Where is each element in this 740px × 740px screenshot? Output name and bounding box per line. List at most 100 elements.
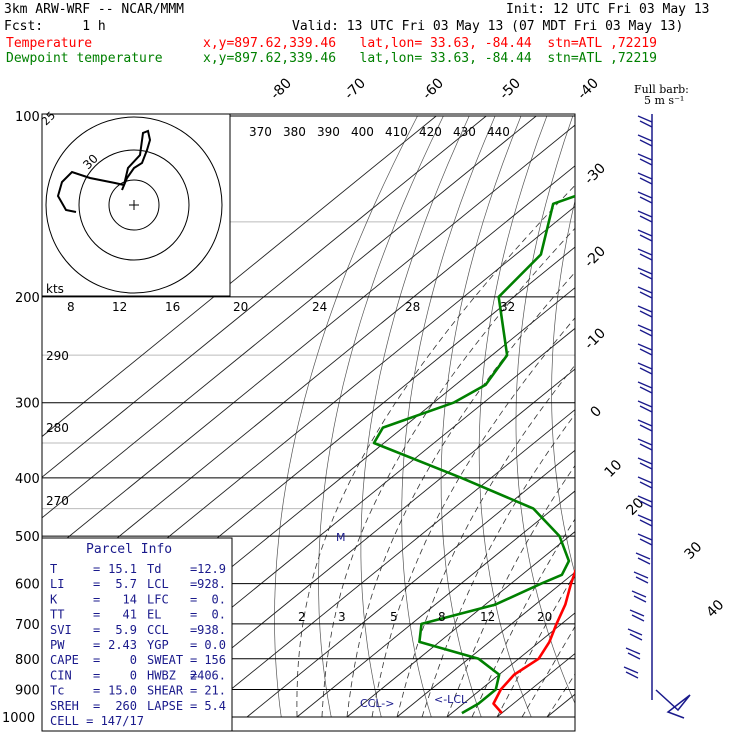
parcel-equals: = — [93, 638, 100, 652]
dewpoint-legend-label: Dewpoint temperature — [6, 51, 163, 66]
parcel-label: Td — [147, 562, 161, 576]
parcel-info-box — [41, 537, 233, 732]
mixing-ratio-label: 12 — [480, 610, 495, 624]
isotherm-label: -70 — [342, 75, 369, 102]
dry-adiabat — [715, 116, 740, 717]
isotherm-label: -80 — [268, 75, 295, 102]
moist-adiabat — [496, 572, 575, 718]
dry-adiabat — [652, 116, 740, 717]
pressure-label-800: 800 — [15, 653, 40, 668]
valid-time: Valid: 13 UTC Fri 03 May 13 (07 MDT Fri … — [292, 19, 684, 34]
wind-barb — [629, 609, 645, 622]
moist-adiabat — [446, 464, 575, 718]
wind-barb — [637, 400, 653, 413]
mixing-ratio-label: 12 — [112, 300, 127, 314]
theta-label: 410 — [385, 125, 408, 139]
parcel-equals: = — [190, 653, 197, 667]
temperature-profile — [492, 568, 575, 714]
isotherm-line — [346, 531, 575, 718]
moist-adiabat — [371, 317, 575, 718]
dewpoint-profile — [372, 194, 575, 715]
temperature-legend-label: Temperature — [6, 36, 93, 51]
dry-adiabat — [360, 115, 470, 718]
parcel-label: SVI — [50, 623, 72, 637]
parcel-equals: = — [93, 592, 100, 606]
moist-adiabat — [321, 227, 575, 718]
parcel-label: SREH — [50, 699, 79, 713]
parcel-equals: = — [93, 699, 100, 713]
isotherm-line — [647, 116, 740, 717]
theta-label: 380 — [283, 125, 306, 139]
moist-adiabat — [346, 271, 575, 718]
theta-label: 370 — [249, 125, 272, 139]
hodograph-speed-unit: kts — [46, 282, 64, 296]
dry-adiabat — [684, 116, 740, 717]
moist-adiabat — [296, 184, 575, 717]
parcel-equals: = — [190, 699, 197, 713]
isotherm-line — [42, 124, 575, 560]
hodograph-ring — [45, 116, 223, 294]
isotherm-label: -40 — [575, 75, 602, 102]
wind-barb — [637, 286, 653, 299]
parcel-equals: = — [93, 577, 100, 591]
wind-barb — [637, 343, 653, 356]
wind-barb — [637, 514, 653, 527]
pressure-label-700: 700 — [15, 618, 40, 633]
hodograph-ring — [108, 179, 160, 231]
parcel-label: YGP — [147, 638, 169, 652]
parcel-value: 260 — [115, 699, 137, 713]
isotherm-line — [42, 115, 487, 478]
parcel-equals: = — [190, 608, 197, 622]
parcel-value: 0 — [130, 653, 137, 667]
mixing-ratio-label: 2 — [298, 610, 306, 624]
hodograph-ring — [78, 149, 190, 261]
parcel-value: 0.0 — [204, 638, 226, 652]
dry-adiabat — [620, 116, 732, 717]
pressure-label-300: 300 — [15, 397, 40, 412]
wind-barb — [637, 153, 653, 166]
wind-barb — [635, 552, 651, 565]
init-time: Init: 12 UTC Fri 03 May 13 — [506, 2, 710, 17]
parcel-value: 0. — [212, 608, 226, 622]
parcel-equals: = — [190, 623, 197, 637]
isotherm-label: 40 — [704, 597, 728, 621]
mixing-ratio-label: 20 — [537, 610, 552, 624]
parcel-value: 938. — [197, 623, 226, 637]
mixing-ratio-label: 16 — [165, 300, 180, 314]
parcel-value: 15.1 — [108, 562, 137, 576]
parcel-value: 2.43 — [108, 638, 137, 652]
parcel-equals: = — [190, 562, 197, 576]
dry-adiabat — [401, 115, 496, 718]
isotherm-label: 0 — [588, 403, 606, 421]
parcel-equals: = — [190, 668, 197, 682]
isotherm-label: -50 — [497, 75, 524, 102]
wind-barb — [637, 381, 653, 394]
parcel-value: 41 — [123, 608, 137, 622]
isotherm-line — [42, 165, 575, 600]
theta-label: 430 — [453, 125, 476, 139]
mixing-ratio-label: 32 — [500, 300, 515, 314]
parcel-equals: = — [93, 653, 100, 667]
barb-header-unit: 5 m s⁻¹ — [644, 94, 684, 107]
parcel-label: CAPE — [50, 653, 79, 667]
parcel-label: LFC — [147, 592, 169, 606]
parcel-equals: = — [190, 684, 197, 698]
wind-barb — [637, 172, 653, 185]
parcel-label: LAPSE — [147, 699, 183, 713]
temperature-location: x,y=897.62,339.46 lat,lon= 33.63, -84.44… — [203, 36, 657, 51]
parcel-label: PW — [50, 638, 65, 652]
wind-barb — [625, 647, 641, 660]
parcel-info-title: Parcel Info — [86, 542, 172, 557]
parcel-equals: = — [93, 684, 100, 698]
wind-barb — [637, 305, 653, 318]
mixing-ratio-label: 5 — [390, 610, 398, 624]
parcel-label: T — [50, 562, 57, 576]
parcel-value: 5.4 — [204, 699, 226, 713]
dry-adiabat — [515, 115, 575, 705]
isotherm-line — [246, 449, 575, 718]
parcel-label: LCL — [147, 577, 169, 591]
wind-barb — [637, 457, 653, 470]
parcel-cell: CELL = 147/17 — [50, 714, 144, 728]
parcel-label: EL — [147, 608, 161, 622]
